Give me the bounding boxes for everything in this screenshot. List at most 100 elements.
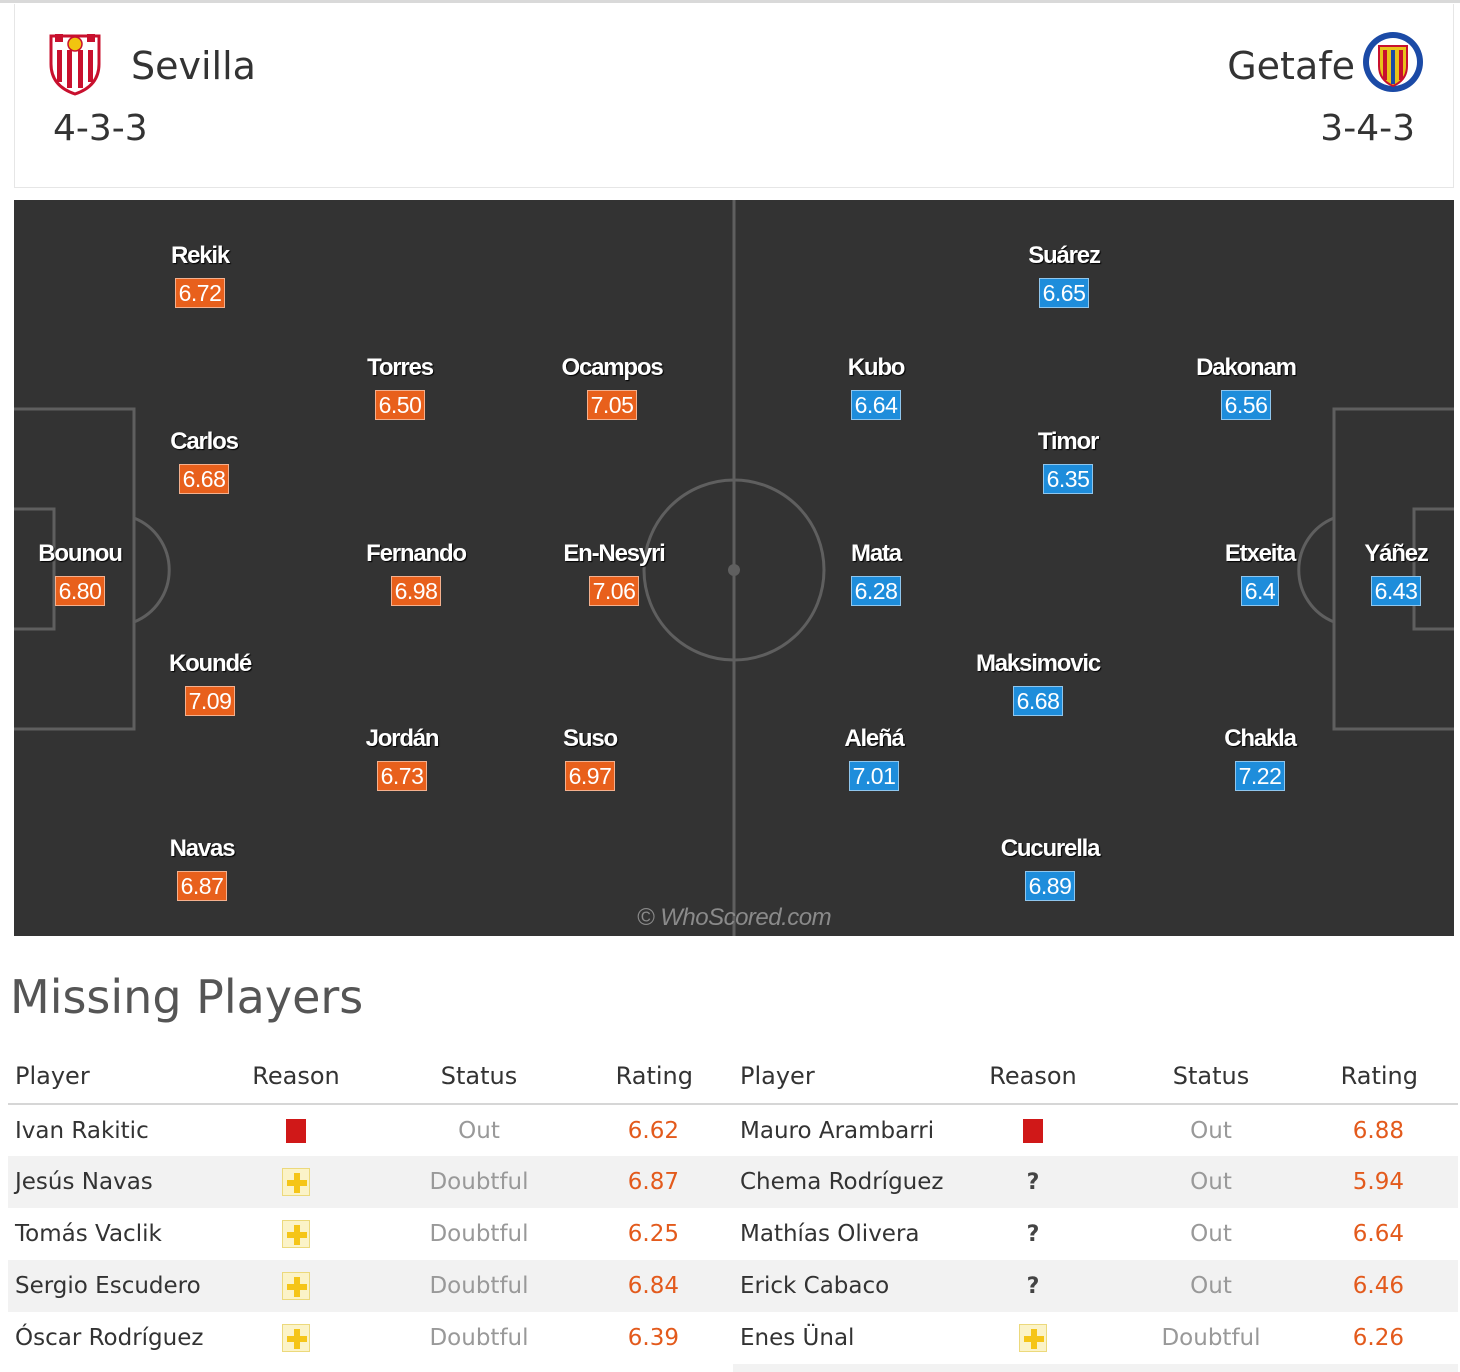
- player-marker[interactable]: Torres 6.50: [320, 354, 480, 420]
- player-name-cell[interactable]: Enes Ünal: [740, 1325, 855, 1351]
- player-marker[interactable]: Navas 6.87: [122, 835, 282, 901]
- player-name-cell[interactable]: Tomás Vaclik: [15, 1221, 162, 1247]
- player-name-cell[interactable]: Mauro Arambarri: [740, 1117, 935, 1144]
- table-header-row: Player Reason Status Rating: [733, 1048, 1458, 1105]
- status-cell: Doubtful: [429, 1221, 529, 1247]
- injury-icon[interactable]: [282, 1324, 310, 1352]
- home-missing-table: Player Reason Status Rating Ivan Rakitic…: [8, 1048, 733, 1364]
- player-marker[interactable]: Carlos 6.68: [124, 428, 284, 494]
- reason-cell: [973, 1104, 1093, 1156]
- status-cell: Doubtful: [429, 1325, 529, 1351]
- player-marker[interactable]: Etxeita 6.4: [1180, 540, 1340, 606]
- player-marker[interactable]: Aleñá 7.01: [794, 725, 954, 791]
- injury-icon[interactable]: [282, 1168, 310, 1196]
- column-header-reason[interactable]: Reason: [248, 1048, 344, 1105]
- rating-cell: 6.87: [614, 1156, 733, 1208]
- player-rating: 6.98: [390, 576, 442, 606]
- home-formation: 4-3-3: [53, 108, 148, 149]
- player-marker[interactable]: Suárez 6.65: [984, 242, 1144, 308]
- player-marker[interactable]: Timor 6.35: [988, 428, 1148, 494]
- home-team-name[interactable]: Sevilla: [131, 44, 256, 88]
- player-marker[interactable]: Maksimovic 6.68: [958, 650, 1118, 716]
- player-name-cell[interactable]: Chema Rodríguez: [733, 1156, 973, 1208]
- player-rating: 6.89: [1024, 871, 1076, 901]
- player-marker[interactable]: Kubo 6.64: [796, 354, 956, 420]
- table-row-partial: [733, 1364, 1458, 1372]
- table-header-row: Player Reason Status Rating: [8, 1048, 733, 1105]
- player-name-cell[interactable]: Sergio Escudero: [8, 1260, 248, 1312]
- player-marker[interactable]: Rekik 6.72: [120, 242, 280, 308]
- player-name: Timor: [1037, 428, 1099, 455]
- status-cell: Out: [1190, 1221, 1232, 1247]
- rating-cell: 6.88: [1352, 1117, 1404, 1144]
- column-header-status[interactable]: Status: [344, 1048, 614, 1105]
- player-marker[interactable]: Suso 6.97: [510, 725, 670, 791]
- player-rating: 6.64: [850, 390, 902, 420]
- player-name-cell[interactable]: Óscar Rodríguez: [15, 1325, 204, 1351]
- player-name: Suso: [563, 725, 618, 752]
- player-marker[interactable]: Mata 6.28: [796, 540, 956, 606]
- player-rating: 6.80: [54, 576, 106, 606]
- column-header-reason[interactable]: Reason: [973, 1048, 1093, 1105]
- unknown-icon[interactable]: ?: [1026, 1170, 1040, 1195]
- player-name-cell[interactable]: Ivan Rakitic: [15, 1117, 149, 1144]
- sevilla-crest-icon: [47, 30, 103, 101]
- reason-cell: ?: [973, 1260, 1093, 1312]
- column-header-status[interactable]: Status: [1093, 1048, 1329, 1105]
- player-rating: 7.22: [1234, 761, 1286, 791]
- player-marker[interactable]: Bounou 6.80: [14, 540, 160, 606]
- player-rating: 6.87: [176, 871, 228, 901]
- player-rating: 7.06: [588, 576, 640, 606]
- player-marker[interactable]: En-Nesyri 7.06: [534, 540, 694, 606]
- status-cell: Out: [1093, 1156, 1329, 1208]
- player-rating: 7.05: [586, 390, 638, 420]
- unknown-icon[interactable]: ?: [1026, 1222, 1040, 1247]
- injury-icon[interactable]: [1019, 1324, 1047, 1352]
- column-header-player[interactable]: Player: [733, 1048, 973, 1105]
- injury-icon[interactable]: [282, 1220, 310, 1248]
- player-name: Bounou: [38, 540, 123, 567]
- player-marker[interactable]: Yáñez 6.43: [1316, 540, 1454, 606]
- player-name: Kubo: [847, 354, 906, 381]
- player-marker[interactable]: Fernando 6.98: [336, 540, 496, 606]
- player-rating: 6.43: [1370, 576, 1422, 606]
- column-header-player[interactable]: Player: [8, 1048, 248, 1105]
- reason-cell: [248, 1260, 344, 1312]
- player-name-cell[interactable]: Erick Cabaco: [733, 1260, 973, 1312]
- reason-cell: [248, 1104, 344, 1156]
- player-name: Chakla: [1224, 725, 1297, 752]
- player-name: Ocampos: [561, 354, 664, 381]
- player-rating: 6.65: [1038, 278, 1090, 308]
- away-team-name[interactable]: Getafe: [1227, 44, 1355, 88]
- red-card-icon[interactable]: [286, 1119, 306, 1143]
- player-marker[interactable]: Cucurella 6.89: [970, 835, 1130, 901]
- player-name-cell[interactable]: Jesús Navas: [8, 1156, 248, 1208]
- player-name: Torres: [367, 354, 434, 381]
- player-name: Maksimovic: [975, 650, 1101, 677]
- table-row: Óscar Rodríguez Doubtful 6.39: [8, 1312, 733, 1364]
- column-header-rating[interactable]: Rating: [1329, 1048, 1458, 1105]
- red-card-icon[interactable]: [1023, 1119, 1043, 1143]
- player-marker[interactable]: Jordán 6.73: [322, 725, 482, 791]
- table-row: Ivan Rakitic Out 6.62: [8, 1104, 733, 1156]
- player-marker[interactable]: Ocampos 7.05: [532, 354, 692, 420]
- player-marker[interactable]: Chakla 7.22: [1180, 725, 1340, 791]
- player-name: Cucurella: [1000, 835, 1101, 862]
- reason-cell: [973, 1312, 1093, 1364]
- rating-cell: 6.39: [627, 1325, 679, 1351]
- player-marker[interactable]: Dakonam 6.56: [1166, 354, 1326, 420]
- column-header-rating[interactable]: Rating: [614, 1048, 733, 1105]
- table-row: Chema Rodríguez? Out 5.94: [733, 1156, 1458, 1208]
- player-name-cell[interactable]: Mathías Olivera: [740, 1221, 920, 1247]
- table-row: Mathías Olivera? Out 6.64: [733, 1208, 1458, 1260]
- player-name: Mata: [851, 540, 902, 567]
- reason-cell: [248, 1156, 344, 1208]
- table-row: Erick Cabaco? Out 6.46: [733, 1260, 1458, 1312]
- unknown-icon[interactable]: ?: [1026, 1274, 1040, 1299]
- player-rating: 6.28: [850, 576, 902, 606]
- reason-cell: [248, 1208, 344, 1260]
- rating-cell: 6.46: [1329, 1260, 1458, 1312]
- player-marker[interactable]: Koundé 7.09: [130, 650, 290, 716]
- injury-icon[interactable]: [282, 1272, 310, 1300]
- rating-cell: 6.25: [627, 1221, 679, 1247]
